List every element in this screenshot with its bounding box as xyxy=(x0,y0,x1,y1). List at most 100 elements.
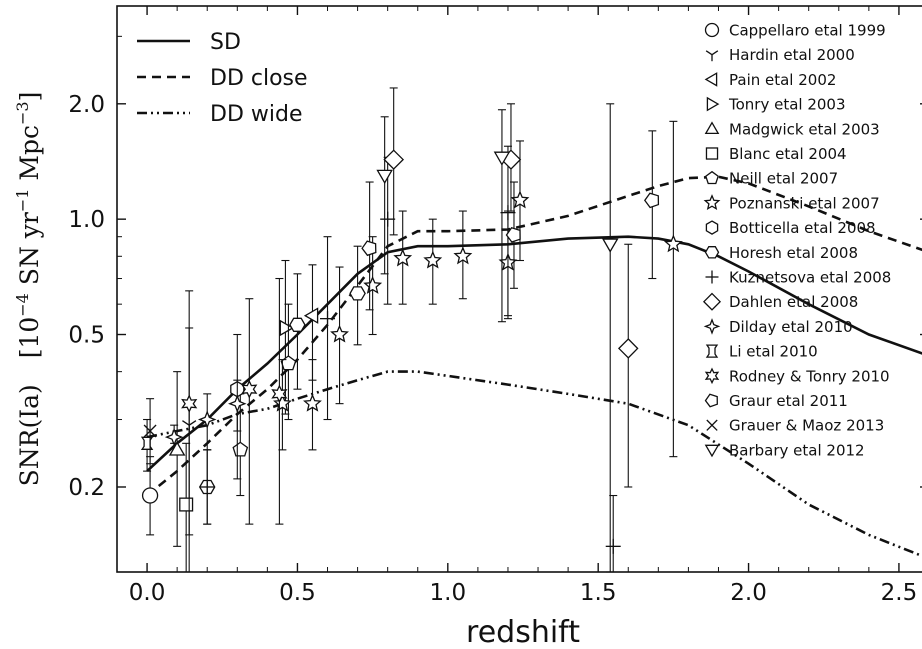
plot-frame xyxy=(116,5,922,573)
y-axis-exp3: −3 xyxy=(13,101,32,125)
y-axis-title: SNR(Ia) [10−4 SN yr−1 Mpc−3] xyxy=(13,92,44,487)
point-kuznetsova-etal-2008 xyxy=(605,538,621,554)
y-axis-unit-d: ] xyxy=(15,92,44,102)
point-poznanski-etal-2007 xyxy=(393,248,413,267)
point-tonry-etal-2003 xyxy=(279,319,295,337)
point-dilday-etal-2010 xyxy=(228,394,247,413)
legend-label-dd-wide: DD wide xyxy=(210,102,302,127)
point-poznanski-etal-2007 xyxy=(330,324,349,343)
legend-marker-botticella-etal-2008 xyxy=(705,220,719,235)
point-kuznetsova-etal-2008 xyxy=(199,479,215,495)
legend-marker-grauer-maoz-2013 xyxy=(706,419,718,431)
legend-label-tonry-etal-2003: Tonry etal 2003 xyxy=(728,96,846,114)
legend-label-grauer-maoz-2013: Grauer & Maoz 2013 xyxy=(729,417,884,435)
y-axis-unit-c: Mpc xyxy=(15,125,44,189)
point-kuznetsova-etal-2008 xyxy=(320,311,336,327)
point-barbary-etal-2012 xyxy=(601,238,619,253)
legend-marker-poznanski-etal-2007 xyxy=(703,194,721,211)
legend-marker-dilday-etal-2010 xyxy=(703,318,721,335)
legend-label-rodney-tonry-2010: Rodney & Tonry 2010 xyxy=(729,367,890,385)
legend-label-blanc-etal-2004: Blanc etal 2004 xyxy=(729,145,847,163)
legend-marker-graur-etal-2011 xyxy=(704,393,718,408)
legend-marker-cappellaro-etal-1999 xyxy=(704,22,720,38)
y-tick-label: 2.0 xyxy=(68,92,105,118)
legend-label-dd-close: DD close xyxy=(210,66,308,91)
x-tick-label: 0.0 xyxy=(129,580,166,606)
legend-label-li-etal-2010: Li etal 2010 xyxy=(729,343,818,361)
point-rodney-tonry-2010 xyxy=(241,379,258,399)
legend-label-pain-etal-2002: Pain etal 2002 xyxy=(729,71,836,89)
x-tick-label: 1.5 xyxy=(580,580,617,606)
legend-label-madgwick-etal-2003: Madgwick etal 2003 xyxy=(729,120,880,138)
point-rodney-tonry-2010 xyxy=(271,384,288,404)
legend-label-cappellaro-etal-1999: Cappellaro etal 1999 xyxy=(729,22,886,40)
point-horesh-etal-2008 xyxy=(349,286,366,301)
point-poznanski-etal-2007 xyxy=(423,250,443,269)
point-cappellaro-etal-1999 xyxy=(141,487,159,504)
point-dilday-etal-2010 xyxy=(164,427,184,447)
legend-label-hardin-etal-2000: Hardin etal 2000 xyxy=(729,46,855,64)
point-dilday-etal-2010 xyxy=(197,410,217,429)
legend-marker-hardin-etal-2000 xyxy=(705,50,719,62)
legend-label-barbary-etal-2012: Barbary etal 2012 xyxy=(729,441,865,459)
y-tick-label: 0.5 xyxy=(68,323,105,349)
point-neill-etal-2007 xyxy=(232,441,249,457)
point-poznanski-etal-2007 xyxy=(453,246,473,265)
point-poznanski-etal-2007 xyxy=(663,234,683,253)
data-points xyxy=(140,87,683,573)
x-tick-label: 0.5 xyxy=(279,580,316,606)
point-pain-etal-2002 xyxy=(303,307,319,324)
legend-marker-tonry-etal-2003 xyxy=(706,96,720,112)
point-graur-etal-2011 xyxy=(643,192,660,209)
y-tick-label: 1.0 xyxy=(68,207,105,233)
legend-label-kuznetsova-etal-2008: Kuznetsova etal 2008 xyxy=(729,269,891,287)
legend-marker-madgwick-etal-2003 xyxy=(704,121,720,135)
point-graur-etal-2011 xyxy=(361,240,377,257)
legend-marker-pain-etal-2002 xyxy=(704,72,718,87)
legend-label-poznanski-etal-2007: Poznanski etal 2007 xyxy=(729,194,880,212)
y-axis-exp1: −4 xyxy=(13,293,32,317)
curve-sd xyxy=(146,235,922,473)
point-graur-etal-2011 xyxy=(505,227,521,243)
axis-ticks: 0.0 0.5 1.0 1.5 2.0 2.5 0.2 0.5 1.0 2.0 xyxy=(68,6,922,606)
legend-label-dilday-etal-2010: Dilday etal 2010 xyxy=(729,318,853,336)
point-grauer-maoz-2013 xyxy=(143,424,157,438)
y-axis-unit-b: SN yr xyxy=(15,212,44,293)
model-legend: SD DD close DD wide xyxy=(137,30,308,127)
legend-marker-dahlen-etal-2008 xyxy=(702,292,722,311)
legend-label-graur-etal-2011: Graur etal 2011 xyxy=(729,392,848,410)
point-rodney-tonry-2010 xyxy=(181,394,198,414)
point-barbary-etal-2012 xyxy=(376,169,393,185)
curve-dd-close xyxy=(146,175,922,497)
point-poznanski-etal-2007 xyxy=(273,393,292,412)
legend-marker-rodney-tonry-2010 xyxy=(704,367,720,385)
point-dahlen-etal-2008 xyxy=(383,149,405,170)
legend-label-horesh-etal-2008: Horesh etal 2008 xyxy=(729,244,858,262)
legend-marker-blanc-etal-2004 xyxy=(705,147,719,160)
point-poznanski-etal-2007 xyxy=(303,393,322,412)
point-horesh-etal-2008 xyxy=(289,317,306,332)
survey-legend: Cappellaro etal 1999 Hardin etal 2000 Pain… xyxy=(702,22,891,459)
svg-text:SNR(Ia) [10−4 SN yr−1 Mp: SNR(Ia) [10−4 SN yr−1 Mpc−3] xyxy=(13,92,44,487)
legend-marker-li-etal-2010 xyxy=(705,344,719,358)
x-tick-label: 1.0 xyxy=(430,580,467,606)
point-poznanski-etal-2007 xyxy=(363,275,383,294)
legend-marker-barbary-etal-2012 xyxy=(704,444,720,458)
legend-label-neill-etal-2007: Neill etal 2007 xyxy=(729,170,838,188)
point-madgwick-etal-2003 xyxy=(168,441,186,456)
y-axis-unit-a: [10 xyxy=(15,317,44,359)
legend-marker-neill-etal-2007 xyxy=(705,170,719,185)
point-dahlen-etal-2008 xyxy=(617,338,639,359)
legend-label-dahlen-etal-2008: Dahlen etal 2008 xyxy=(729,293,858,311)
x-tick-label: 2.5 xyxy=(881,580,918,606)
x-tick-label: 2.0 xyxy=(730,580,767,606)
point-neill-etal-2007 xyxy=(280,355,297,371)
point-blanc-etal-2004 xyxy=(179,497,194,512)
legend-marker-kuznetsova-etal-2008 xyxy=(705,270,719,284)
x-axis-title: redshift xyxy=(466,615,580,649)
y-axis-exp2: −1 xyxy=(13,189,32,213)
legend-marker-horesh-etal-2008 xyxy=(704,246,720,259)
point-kuznetsova-etal-2008 xyxy=(380,211,396,227)
legend-label-botticella-etal-2008: Botticella etal 2008 xyxy=(729,219,876,237)
